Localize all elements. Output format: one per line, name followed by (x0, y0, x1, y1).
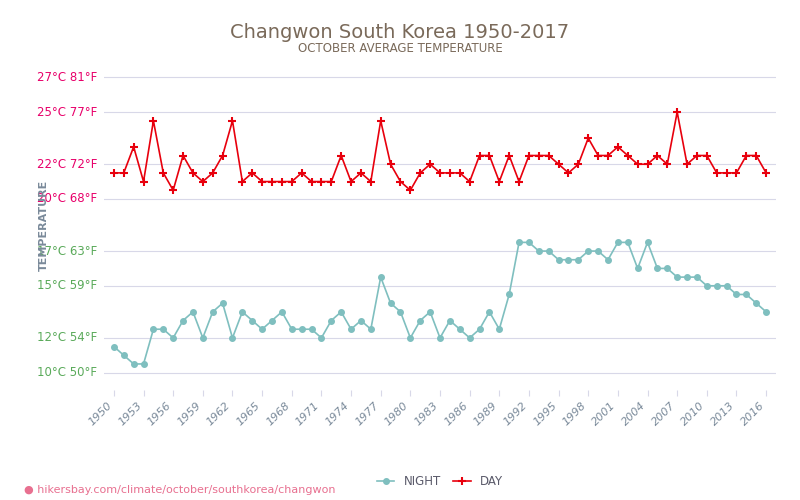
NIGHT (386, 300, 395, 306)
NIGHT (198, 335, 208, 341)
DAY (158, 170, 168, 176)
DAY (722, 170, 731, 176)
NIGHT (168, 335, 178, 341)
Text: 27°C 81°F: 27°C 81°F (37, 71, 98, 84)
Text: 12°C 54°F: 12°C 54°F (37, 332, 98, 344)
NIGHT (109, 344, 118, 349)
NIGHT (722, 283, 731, 289)
Text: 22°C 72°F: 22°C 72°F (37, 158, 98, 170)
Text: Changwon South Korea 1950-2017: Changwon South Korea 1950-2017 (230, 22, 570, 42)
DAY (386, 161, 395, 167)
NIGHT (623, 240, 633, 246)
DAY (109, 170, 118, 176)
Text: 10°C 50°F: 10°C 50°F (38, 366, 98, 379)
Text: TEMPERATURE: TEMPERATURE (38, 180, 49, 270)
DAY (168, 188, 178, 194)
DAY (415, 170, 425, 176)
NIGHT (129, 361, 138, 367)
NIGHT (514, 240, 524, 246)
Legend: NIGHT, DAY: NIGHT, DAY (372, 470, 508, 493)
DAY (762, 170, 771, 176)
Text: ● hikersbay.com/climate/october/southkorea/changwon: ● hikersbay.com/climate/october/southkor… (24, 485, 335, 495)
DAY (672, 109, 682, 115)
Text: 20°C 68°F: 20°C 68°F (37, 192, 98, 205)
Text: 25°C 77°F: 25°C 77°F (37, 106, 98, 118)
Text: 15°C 59°F: 15°C 59°F (37, 280, 98, 292)
NIGHT (762, 309, 771, 315)
Text: 17°C 63°F: 17°C 63°F (37, 244, 98, 258)
Line: NIGHT: NIGHT (111, 240, 769, 366)
NIGHT (415, 318, 425, 324)
Line: DAY: DAY (110, 108, 770, 194)
DAY (198, 178, 208, 184)
DAY (613, 144, 622, 150)
Text: OCTOBER AVERAGE TEMPERATURE: OCTOBER AVERAGE TEMPERATURE (298, 42, 502, 56)
